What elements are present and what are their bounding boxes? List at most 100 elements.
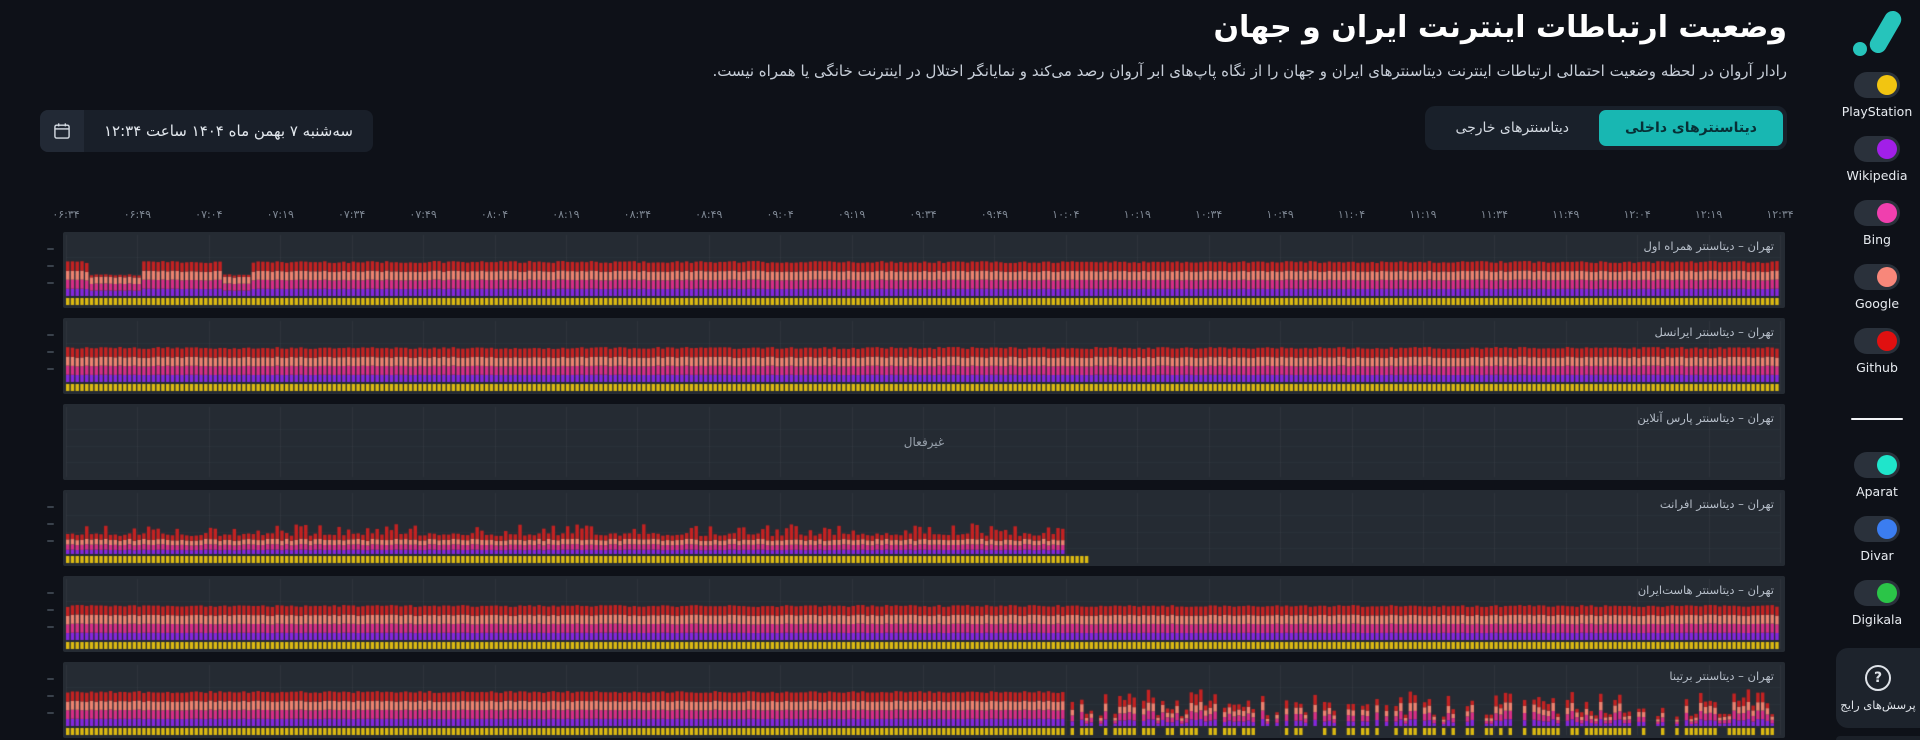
service-item-wikipedia: Wikipedia <box>1822 136 1920 183</box>
service-toggle-google[interactable] <box>1854 264 1900 290</box>
chart-row-label: تهران – دیتاسنتر هاست‌ایران <box>1637 583 1774 597</box>
service-toggle-playstation[interactable] <box>1854 72 1900 98</box>
page-subtitle: رادار آروان در لحظه وضعیت احتمالی ارتباط… <box>712 62 1787 80</box>
time-axis-tick: ۰۹:۱۹ <box>837 208 866 221</box>
logo-dot-shape <box>1853 42 1867 56</box>
time-axis-tick: ۱۱:۴۹ <box>1552 208 1580 221</box>
service-item-aparat: Aparat <box>1822 452 1920 499</box>
time-axis-tick: ۰۷:۴۹ <box>409 208 437 221</box>
time-axis-tick: ۰۷:۰۴ <box>195 208 223 221</box>
toggle-knob <box>1877 267 1897 287</box>
time-axis-tick: ۱۲:۰۴ <box>1623 208 1651 221</box>
faq-label: پرسش‌های رایج <box>1840 697 1916 712</box>
chart-row-label: تهران – دیتاسنتر برتینا <box>1669 669 1774 683</box>
chart-row-1: تهران – دیتاسنتر ایرانسل <box>47 318 1785 394</box>
y-axis-tick <box>47 523 54 525</box>
time-axis: ۰۶:۳۴ ۰۶:۴۹ ۰۷:۰۴ ۰۷:۱۹ ۰۷:۳۴ ۰۷:۴۹ ۰۸:۰۴ ۰۸:۱۹… <box>52 208 1793 224</box>
time-axis-tick: ۰۸:۳۴ <box>623 208 651 221</box>
tab-domestic-datacenters[interactable]: دیتاسنترهای داخلی <box>1599 110 1783 146</box>
service-label: Divar <box>1860 548 1894 563</box>
toggle-knob <box>1877 139 1897 159</box>
service-label: Wikipedia <box>1846 168 1908 183</box>
chart-row-plot[interactable] <box>63 232 1785 308</box>
service-toggle-digikala[interactable] <box>1854 580 1900 606</box>
service-group-separator <box>1851 418 1903 420</box>
service-toggle-divar[interactable] <box>1854 516 1900 542</box>
service-label: PlayStation <box>1841 104 1913 119</box>
datetime-picker[interactable]: سه‌شنبه ۷ بهمن ماه ۱۴۰۴ ساعت ۱۲:۳۴ <box>40 110 373 152</box>
service-toggle-wikipedia[interactable] <box>1854 136 1900 162</box>
time-axis-tick: ۱۱:۰۴ <box>1337 208 1366 221</box>
service-label: Bing <box>1863 232 1891 247</box>
service-toggle-bing[interactable] <box>1854 200 1900 226</box>
datacenter-charts: تهران – دیتاسنتر همراه اول تهران – دیتاسن… <box>47 232 1785 740</box>
y-axis-tick <box>47 609 54 611</box>
chart-row-plot[interactable] <box>63 318 1785 394</box>
time-axis-tick: ۰۷:۱۹ <box>266 208 294 221</box>
tab-foreign-datacenters[interactable]: دیتاسنترهای خارجی <box>1429 110 1595 146</box>
question-circle-icon: ? <box>1865 664 1891 691</box>
chart-row-label: تهران – دیتاسنتر افرانت <box>1659 497 1774 511</box>
datetime-value: سه‌شنبه ۷ بهمن ماه ۱۴۰۴ ساعت ۱۲:۳۴ <box>104 122 353 140</box>
time-axis-tick: ۰۸:۰۴ <box>480 208 509 221</box>
service-label: Github <box>1856 360 1898 375</box>
service-label: Digikala <box>1851 612 1903 627</box>
faq-button[interactable]: ? پرسش‌های رایج <box>1836 648 1920 728</box>
time-axis-tick: ۱۱:۳۴ <box>1480 208 1508 221</box>
chart-row-label: تهران – دیتاسنتر ایرانسل <box>1654 325 1774 339</box>
chart-row-plot[interactable] <box>63 404 1785 480</box>
time-axis-tick: ۱۰:۰۴ <box>1052 208 1080 221</box>
chart-row-plot[interactable] <box>63 662 1785 738</box>
y-axis-tick <box>47 282 54 284</box>
time-axis-tick: ۰۸:۱۹ <box>552 208 580 221</box>
y-axis-tick <box>47 351 54 353</box>
y-axis-tick <box>47 712 54 714</box>
chart-row-4: تهران – دیتاسنتر هاست‌ایران <box>47 576 1785 652</box>
service-label: Google <box>1854 296 1900 311</box>
datacenter-tabs: دیتاسنترهای داخلی دیتاسنترهای خارجی <box>1425 106 1787 150</box>
service-item-divar: Divar <box>1822 516 1920 563</box>
chart-row-0: تهران – دیتاسنتر همراه اول <box>47 232 1785 308</box>
chart-row-2: تهران – دیتاسنتر پارس آنلاین غیرفعال <box>63 404 1785 480</box>
time-axis-tick: ۰۶:۴۹ <box>123 208 152 221</box>
y-axis-tick <box>47 678 54 680</box>
chart-row-label: تهران – دیتاسنتر همراه اول <box>1643 239 1774 253</box>
y-axis-tick <box>47 265 54 267</box>
y-axis-tick <box>47 695 54 697</box>
toggle-knob <box>1877 455 1897 475</box>
chart-row-label: تهران – دیتاسنتر پارس آنلاین <box>1637 411 1774 425</box>
chart-row-plot[interactable] <box>63 576 1785 652</box>
arvan-logo[interactable] <box>1844 6 1905 64</box>
service-item-bing: Bing <box>1822 200 1920 247</box>
toggle-knob <box>1877 75 1897 95</box>
chart-row-3: تهران – دیتاسنتر افرانت <box>47 490 1785 566</box>
time-axis-tick: ۰۷:۳۴ <box>337 208 366 221</box>
time-axis-tick: ۰۶:۳۴ <box>52 208 80 221</box>
service-item-digikala: Digikala <box>1822 580 1920 627</box>
cut-off-panel <box>1836 736 1920 740</box>
toggle-knob <box>1877 331 1897 351</box>
time-axis-tick: ۰۸:۴۹ <box>695 208 723 221</box>
service-item-github: Github <box>1822 328 1920 375</box>
service-item-google: Google <box>1822 264 1920 311</box>
time-axis-tick: ۱۰:۱۹ <box>1123 208 1151 221</box>
service-label: Aparat <box>1856 484 1898 499</box>
service-toggle-aparat[interactable] <box>1854 452 1900 478</box>
time-axis-tick: ۱۰:۳۴ <box>1194 208 1223 221</box>
toggle-knob <box>1877 583 1897 603</box>
y-axis-tick <box>47 540 54 542</box>
toggle-knob <box>1877 203 1897 223</box>
y-axis-tick <box>47 506 54 508</box>
time-axis-tick: ۱۲:۱۹ <box>1694 208 1723 221</box>
service-item-playstation: PlayStation <box>1822 72 1920 119</box>
chart-row-plot[interactable] <box>63 490 1785 566</box>
service-toggle-github[interactable] <box>1854 328 1900 354</box>
toggle-knob <box>1877 519 1897 539</box>
y-axis-tick <box>47 592 54 594</box>
y-axis-tick <box>47 368 54 370</box>
service-sidebar: PlayStation Wikipedia Bing Google Github Apar… <box>1800 0 1920 740</box>
time-axis-tick: ۱۲:۳۴ <box>1766 208 1794 221</box>
chart-row-5: تهران – دیتاسنتر برتینا <box>47 662 1785 738</box>
logo-capsule-shape <box>1866 7 1905 57</box>
